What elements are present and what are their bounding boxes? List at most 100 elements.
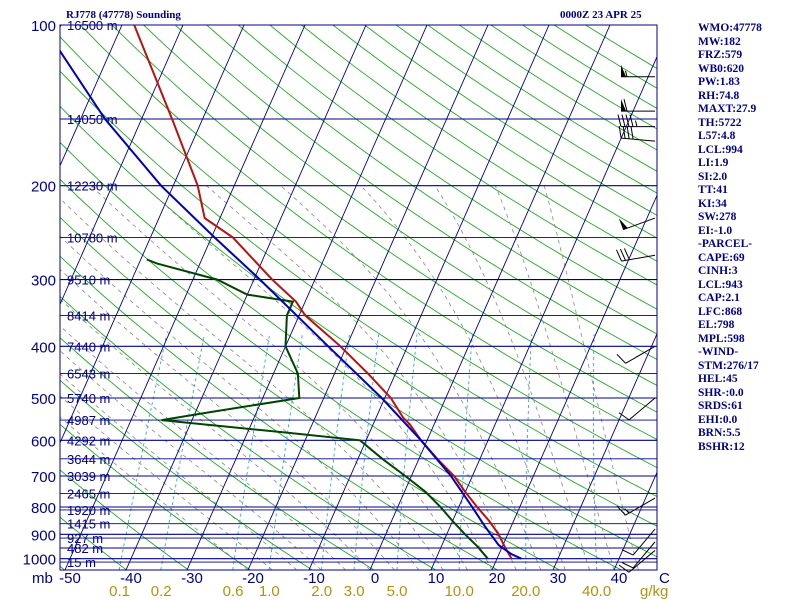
mixing-ratio-line — [592, 334, 598, 570]
temperature-tick-label: -20 — [242, 570, 264, 587]
mixing-ratio-label: 3.0 — [344, 583, 365, 600]
pressure-label: 900 — [31, 527, 56, 544]
dry-adiabat — [0, 25, 3, 570]
wind-barb — [618, 125, 656, 142]
index-entry: FRZ:579 — [698, 49, 743, 61]
wind-barb-flag — [617, 114, 622, 127]
height-label: 1415 m — [67, 517, 110, 532]
dry-adiabat — [60, 379, 313, 570]
moist-adiabat — [90, 185, 468, 570]
dry-adiabat — [60, 178, 622, 570]
wind-barb — [620, 64, 656, 78]
wind-barb-flag — [626, 126, 630, 139]
temperature-tick-label: -30 — [181, 570, 203, 587]
moist-adiabat — [60, 298, 371, 570]
isotherm — [369, 25, 611, 570]
temperature-labels: -50 -40 -30 -20 -10 0 10 20 30 40 C — [59, 570, 670, 587]
index-entry: EI:-1.0 — [698, 224, 733, 237]
temperature-tick-label: 30 — [550, 570, 567, 587]
moist-adiabat — [60, 325, 346, 570]
mixing-ratio-label: 5.0 — [387, 583, 408, 600]
index-entry: SI:2.0 — [698, 170, 728, 183]
dry-adiabat — [60, 516, 127, 570]
moist-adiabat — [60, 350, 322, 570]
moist-adiabat — [434, 185, 590, 570]
dry-adiabat — [60, 216, 560, 570]
isotherm — [308, 25, 550, 570]
isotherm — [613, 471, 657, 570]
dry-adiabat — [111, 25, 657, 413]
dry-adiabat — [60, 423, 251, 570]
index-entry: CAPE:69 — [698, 251, 745, 264]
dry-adiabat — [269, 25, 657, 286]
index-entry: EL:798 — [698, 319, 735, 331]
height-label: 9510 m — [67, 273, 110, 288]
dry-adiabat — [238, 25, 657, 310]
index-entry: BSHR:12 — [698, 440, 745, 453]
wind-barb-flag — [618, 564, 630, 573]
wind-barb-flag — [618, 412, 630, 421]
isotherm — [491, 194, 657, 570]
mixing-ratio-line — [396, 334, 418, 570]
wind-barb-flag — [619, 248, 626, 261]
temperature-tick-label: 40 — [611, 570, 628, 587]
temperature-line — [133, 25, 513, 560]
sounding-series — [60, 25, 522, 560]
mixing-ratio-line — [458, 334, 473, 570]
isotherm — [125, 25, 367, 570]
dry-adiabat — [60, 70, 657, 498]
index-entry: WMO:47778 — [698, 22, 762, 34]
station-title: RJ778 (47778) Sounding — [66, 9, 181, 21]
index-entry: LI:1.9 — [698, 157, 729, 169]
dry-adiabat — [60, 255, 498, 570]
moist-adiabat — [495, 185, 615, 570]
mixing-ratio-label: 0.6 — [223, 583, 244, 600]
index-entry: LFC:868 — [698, 305, 743, 318]
dry-adiabat — [80, 25, 657, 441]
index-entry: -WIND- — [698, 346, 739, 358]
pressure-labels: 1000 900 800 700 600 500 400 300 200 100 mb — [23, 18, 56, 587]
temperature-tick-label: 0 — [371, 570, 379, 587]
temperature-unit-label: C — [659, 570, 670, 587]
pressure-label: 100 — [31, 18, 56, 35]
wind-barb-pennant — [618, 218, 628, 230]
isotherm — [60, 25, 62, 29]
moist-adiabat — [206, 185, 517, 570]
pressure-label: 600 — [31, 433, 56, 450]
index-entry: SW:278 — [698, 211, 737, 223]
height-label: 5740 m — [67, 391, 110, 406]
wind-barb — [618, 217, 656, 231]
wind-barb-half-flag — [625, 70, 628, 77]
moist-adiabat — [60, 197, 444, 570]
temperature-tick-label: -10 — [303, 570, 325, 587]
pressure-label: 800 — [31, 500, 56, 517]
wind-barb-flag — [616, 354, 626, 364]
isotherm — [430, 55, 657, 570]
wind-barb-flag — [621, 114, 626, 127]
height-label: 10780 m — [67, 230, 118, 245]
wind-barb-flag — [618, 125, 622, 139]
wind-barb-flag — [616, 505, 626, 516]
temperature-tick-label: -50 — [59, 570, 81, 587]
height-label: 3644 m — [67, 452, 110, 467]
mixing-ratio-label: 20.0 — [511, 583, 540, 600]
height-label: 2465 m — [67, 487, 110, 502]
wind-barb-staff — [632, 541, 656, 569]
mixing-ratio-label: 2.0 — [311, 583, 332, 600]
wind-barb — [621, 541, 656, 569]
wind-barb — [618, 550, 656, 573]
moist-adiabat — [543, 185, 639, 570]
dry-adiabat — [60, 337, 375, 570]
dry-adiabat — [174, 25, 657, 360]
dry-adiabat — [206, 25, 657, 335]
index-entry: MW:182 — [698, 35, 741, 48]
mixing-ratio-line — [232, 334, 271, 570]
dry-adiabat — [60, 36, 657, 469]
index-entry: PW:1.83 — [698, 76, 740, 88]
height-label: 15 m — [67, 555, 96, 570]
wind-barb-staff — [622, 217, 656, 231]
wind-barb-staff — [628, 550, 656, 573]
wind-barb-flag — [625, 114, 630, 127]
isotherm — [552, 332, 657, 570]
